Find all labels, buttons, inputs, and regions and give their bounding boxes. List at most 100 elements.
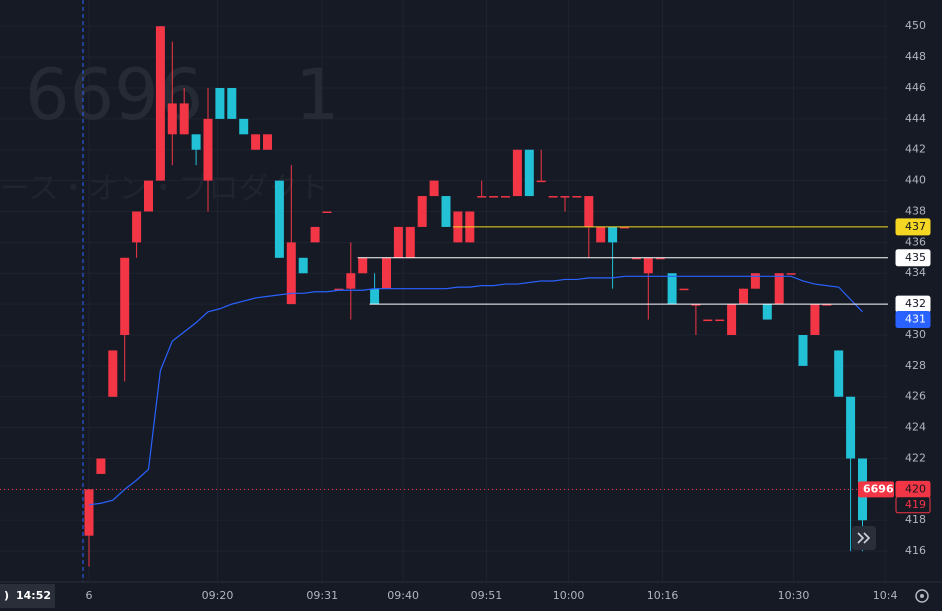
candle-body: [548, 196, 558, 198]
candle-body: [489, 196, 499, 198]
y-tick-label: 436: [905, 235, 926, 248]
x-tick-label: 09:51: [471, 589, 503, 602]
candle-body: [203, 118, 213, 181]
candle-body: [346, 273, 356, 289]
candle-body: [167, 103, 177, 135]
x-tick-label: 10:30: [778, 589, 810, 602]
price-badge-label: 431: [905, 313, 926, 326]
y-tick-label: 434: [905, 266, 926, 279]
candle-body: [643, 257, 653, 274]
candle-body: [144, 180, 153, 212]
candle-body: [239, 118, 249, 135]
price-badge-label: 437: [905, 220, 926, 233]
candle-body: [477, 196, 487, 198]
symbol-tag-label: 6696: [863, 482, 894, 495]
candle-body: [274, 180, 284, 258]
candle-body: [834, 350, 844, 397]
candle-body: [727, 304, 737, 335]
y-tick-label: 448: [905, 50, 926, 63]
candle-body: [608, 226, 618, 243]
candle-body: [786, 273, 796, 275]
candle-body: [560, 196, 570, 198]
symbol-tag: [858, 481, 894, 498]
y-tick-label: 442: [905, 143, 926, 156]
settings-icon[interactable]: [915, 589, 929, 603]
y-tick-label: 416: [905, 544, 926, 557]
candle-body: [822, 304, 832, 306]
candle-body: [96, 458, 106, 474]
candle-body: [667, 273, 677, 305]
candle-body: [382, 257, 391, 289]
candle-body: [739, 288, 748, 305]
y-tick-label: 430: [905, 328, 926, 341]
y-tick-label: 426: [905, 390, 926, 403]
candle-body: [631, 257, 641, 260]
y-tick-label: 418: [905, 513, 926, 526]
candle-body: [512, 149, 522, 197]
candle-body: [120, 257, 130, 335]
candle-body: [286, 242, 296, 305]
y-tick-label: 422: [905, 451, 926, 464]
price-badge-label: 435: [905, 251, 926, 264]
candle-body: [322, 211, 332, 213]
time-box: [0, 584, 55, 608]
left-label: ): [4, 589, 9, 602]
y-tick-label: 424: [905, 421, 926, 434]
price-badge-label: 432: [905, 297, 926, 310]
settings-icon-core: [920, 594, 924, 598]
candle-body: [84, 489, 94, 536]
candle-body: [405, 226, 415, 258]
candle-body: [679, 288, 689, 291]
candle-body: [524, 149, 534, 197]
candle-body: [501, 196, 510, 198]
candle-body: [215, 87, 225, 119]
candle-body: [691, 304, 701, 306]
candle-body: [108, 350, 118, 397]
price-badge: [895, 311, 931, 329]
candle-body: [417, 196, 427, 227]
price-badge: [895, 249, 931, 267]
x-tick-label: 09:40: [387, 589, 419, 602]
y-tick-label: 438: [905, 204, 926, 217]
candle-body: [155, 26, 165, 181]
candle-body: [572, 196, 582, 198]
price-badge: [895, 218, 931, 236]
y-tick-label: 444: [905, 112, 926, 125]
x-tick-label: 10:4: [873, 589, 898, 602]
candle-body: [620, 226, 629, 229]
candle-body: [750, 273, 760, 289]
y-tick-label: 450: [905, 19, 926, 32]
candle-body: [774, 273, 784, 305]
candle-body: [584, 196, 594, 227]
candle-body: [132, 211, 142, 243]
candle-body: [263, 134, 272, 150]
candle-body: [798, 334, 808, 366]
candle-body: [846, 396, 856, 459]
y-tick-label: 440: [905, 174, 926, 187]
candle-body: [358, 257, 368, 274]
candle-body: [227, 87, 237, 119]
candle-body: [334, 288, 344, 291]
watermark: 1: [295, 54, 340, 136]
candle-body: [441, 196, 451, 227]
candle-body: [536, 180, 546, 183]
price-badge-label: 420: [905, 482, 926, 495]
candle-body: [810, 304, 820, 335]
candle-body: [393, 226, 403, 258]
x-tick-label: 10:00: [553, 589, 585, 602]
candle-body: [251, 134, 261, 150]
candle-body: [429, 180, 439, 197]
x-tick-label: 10:16: [647, 589, 679, 602]
moving-average: [88, 275, 863, 506]
y-tick-label: 428: [905, 359, 926, 372]
scroll-button[interactable]: [852, 526, 876, 550]
candle-body: [370, 288, 380, 305]
scroll-icon: [857, 532, 871, 544]
price-badge-label: 419: [905, 498, 926, 511]
candle-body: [762, 304, 772, 320]
x-tick-label: 09:31: [306, 589, 338, 602]
price-badge: [895, 496, 931, 514]
settings-button[interactable]: [915, 589, 929, 603]
